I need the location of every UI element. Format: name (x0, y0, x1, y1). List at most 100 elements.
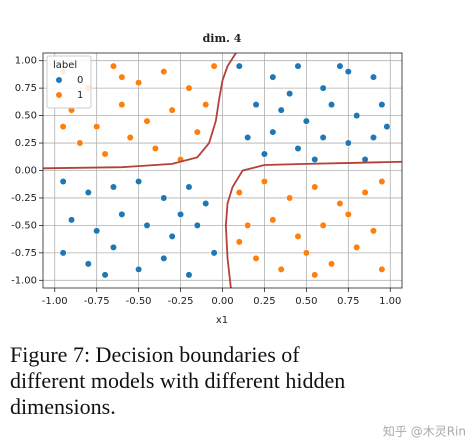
legend-label: 1 (77, 90, 83, 101)
point (344, 68, 352, 76)
point (327, 260, 336, 268)
legend-marker (55, 91, 63, 99)
point (311, 155, 319, 164)
point (269, 128, 277, 136)
point (252, 101, 260, 109)
point (383, 122, 391, 131)
point (143, 221, 151, 230)
legend-title: label (53, 60, 77, 71)
x-axis-label: x1 (216, 315, 228, 326)
point (235, 238, 243, 246)
y-tick-label: 0.75 (15, 83, 37, 94)
point (327, 101, 336, 109)
point (244, 133, 252, 142)
legend-marker (55, 76, 63, 84)
point (277, 265, 285, 273)
x-tick-label: 1.00 (379, 296, 401, 307)
point (202, 101, 210, 109)
point (168, 106, 176, 114)
point (118, 101, 126, 109)
point (101, 271, 109, 279)
point (311, 183, 319, 191)
point (151, 144, 159, 153)
point (361, 188, 369, 197)
point (353, 111, 361, 120)
point (260, 150, 269, 158)
decision-boundary (224, 160, 402, 288)
point (93, 227, 101, 235)
caption-line: dimensions. (10, 394, 116, 419)
point (67, 216, 76, 224)
point (269, 216, 277, 224)
point (302, 117, 310, 125)
point (344, 210, 352, 219)
point (336, 199, 344, 208)
point (76, 139, 84, 147)
point (369, 73, 378, 81)
x-tick-label: 0.25 (253, 296, 275, 307)
point (143, 117, 151, 125)
point (135, 265, 143, 273)
point (193, 221, 201, 230)
x-tick-label: 0.50 (295, 296, 317, 307)
point (269, 73, 277, 81)
y-tick-label: -1.00 (11, 275, 37, 286)
point (252, 254, 260, 262)
point (202, 199, 210, 208)
decision-boundary (43, 53, 237, 170)
point (126, 133, 134, 142)
point (302, 249, 310, 257)
point (93, 122, 101, 131)
chart-title: dim. 4 (203, 32, 242, 45)
y-tick-label: 0.50 (15, 111, 37, 122)
point (244, 221, 252, 230)
y-tick-label: 0.25 (15, 138, 37, 149)
point (210, 62, 218, 70)
point (101, 150, 109, 158)
point (294, 232, 302, 240)
y-tick-label: 0.00 (15, 166, 37, 177)
point (59, 249, 67, 257)
point (277, 106, 285, 114)
point (336, 62, 344, 70)
point (109, 243, 118, 251)
watermark: 知乎 @木灵Rin (383, 425, 466, 439)
point (109, 183, 118, 191)
x-tick-label: 0.00 (211, 296, 233, 307)
x-tick-label: 0.75 (337, 296, 359, 307)
point (319, 133, 327, 142)
point (294, 144, 302, 153)
point (176, 210, 185, 219)
point (160, 68, 168, 76)
point (319, 84, 327, 92)
point (193, 128, 201, 136)
point (260, 177, 269, 186)
point (109, 62, 118, 70)
point (311, 271, 319, 279)
plot-frame (42, 52, 403, 289)
x-tick-label: -1.00 (42, 296, 68, 307)
point (185, 271, 193, 279)
point (378, 177, 386, 186)
point (353, 243, 361, 251)
point (369, 227, 378, 235)
point (210, 249, 218, 257)
point (135, 177, 143, 186)
point (185, 183, 193, 191)
caption-line: different models with different hidden (10, 368, 345, 393)
point (135, 79, 143, 87)
point (160, 254, 168, 262)
point (378, 101, 386, 109)
point (378, 265, 386, 273)
point (59, 122, 67, 131)
x-tick-label: -0.50 (126, 296, 152, 307)
y-tick-label: -0.25 (11, 193, 37, 204)
point (168, 232, 176, 240)
point (294, 62, 302, 70)
point (118, 210, 126, 219)
point (84, 188, 92, 197)
point (344, 139, 352, 147)
caption-line: Figure 7: Decision boundaries of (10, 342, 300, 367)
